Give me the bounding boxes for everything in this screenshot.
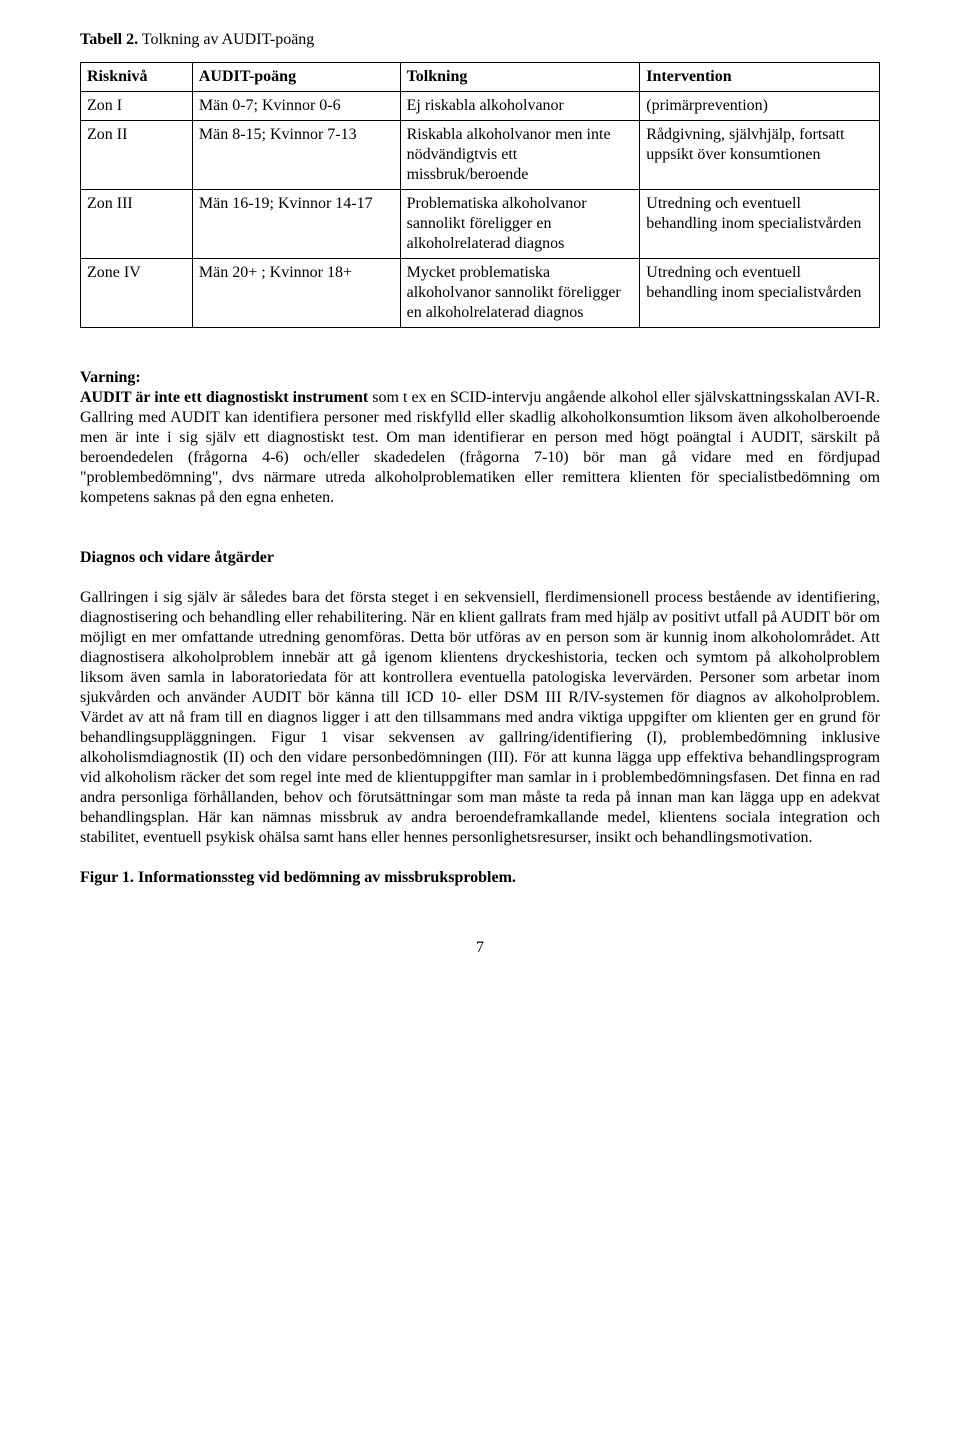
cell-points: Män 20+ ; Kvinnor 18+: [192, 259, 400, 328]
warning-body: AUDIT är inte ett diagnostiskt instrumen…: [80, 388, 880, 508]
cell-interv: Utredning och eventuell behandling inom …: [640, 259, 880, 328]
cell-interpret: Mycket problematiska alkoholvanor sannol…: [400, 259, 640, 328]
col-header-risk: Risknivå: [81, 63, 193, 92]
cell-interpret: Riskabla alkoholvanor men inte nödvändig…: [400, 121, 640, 190]
col-header-interpret: Tolkning: [400, 63, 640, 92]
table-row: Zon II Män 8-15; Kvinnor 7-13 Riskabla a…: [81, 121, 880, 190]
table-row: Zone IV Män 20+ ; Kvinnor 18+ Mycket pro…: [81, 259, 880, 328]
cell-points: Män 16-19; Kvinnor 14-17: [192, 190, 400, 259]
table-header-row: Risknivå AUDIT-poäng Tolkning Interventi…: [81, 63, 880, 92]
warning-heading: Varning:: [80, 368, 880, 388]
col-header-interv: Intervention: [640, 63, 880, 92]
cell-risk: Zon III: [81, 190, 193, 259]
figure-title: Figur 1. Informationssteg vid bedömning …: [80, 868, 880, 888]
table-row: Zon I Män 0-7; Kvinnor 0-6 Ej riskabla a…: [81, 92, 880, 121]
table-row: Zon III Män 16-19; Kvinnor 14-17 Problem…: [81, 190, 880, 259]
cell-interpret: Ej riskabla alkoholvanor: [400, 92, 640, 121]
page-root: Tabell 2. Tolkning av AUDIT-poäng Riskni…: [0, 0, 960, 998]
cell-points: Män 0-7; Kvinnor 0-6: [192, 92, 400, 121]
cell-points: Män 8-15; Kvinnor 7-13: [192, 121, 400, 190]
page-number: 7: [80, 938, 880, 958]
table-title-label: Tabell 2.: [80, 31, 138, 48]
col-header-points: AUDIT-poäng: [192, 63, 400, 92]
diagnosis-body: Gallringen i sig själv är således bara d…: [80, 588, 880, 848]
cell-interv: (primärprevention): [640, 92, 880, 121]
table-title: Tabell 2. Tolkning av AUDIT-poäng: [80, 30, 880, 50]
cell-interv: Rådgivning, självhjälp, fortsatt uppsikt…: [640, 121, 880, 190]
figure-label: Figur 1.: [80, 869, 134, 886]
cell-interpret: Problematiska alkoholvanor sannolikt för…: [400, 190, 640, 259]
warning-rest: som t ex en SCID-intervju angående alkoh…: [80, 389, 880, 506]
cell-risk: Zon I: [81, 92, 193, 121]
warning-lead: AUDIT är inte ett diagnostiskt instrumen…: [80, 389, 368, 406]
cell-risk: Zone IV: [81, 259, 193, 328]
table-title-rest: Tolkning av AUDIT-poäng: [138, 31, 314, 48]
audit-table: Risknivå AUDIT-poäng Tolkning Interventi…: [80, 62, 880, 328]
cell-interv: Utredning och eventuell behandling inom …: [640, 190, 880, 259]
diagnosis-heading: Diagnos och vidare åtgärder: [80, 548, 880, 568]
cell-risk: Zon II: [81, 121, 193, 190]
figure-rest: Informationssteg vid bedömning av missbr…: [134, 869, 516, 886]
